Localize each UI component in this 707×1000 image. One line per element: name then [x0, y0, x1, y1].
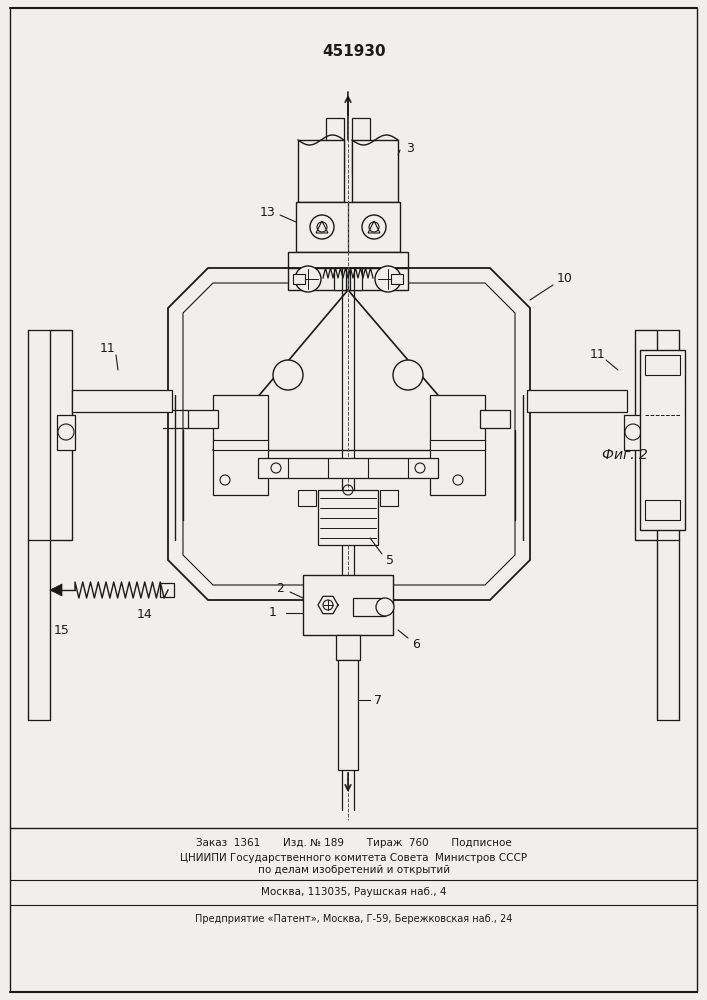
Bar: [293, 274, 305, 284]
Bar: [380, 490, 398, 506]
Circle shape: [273, 360, 303, 390]
Text: 451930: 451930: [322, 44, 386, 60]
Bar: [527, 390, 627, 412]
Circle shape: [220, 475, 230, 485]
Bar: [338, 660, 358, 770]
Circle shape: [453, 475, 463, 485]
Bar: [645, 355, 680, 375]
Circle shape: [271, 463, 281, 473]
Bar: [326, 118, 344, 173]
Circle shape: [362, 215, 386, 239]
Bar: [298, 490, 316, 506]
Text: 1: 1: [269, 606, 277, 619]
Bar: [350, 268, 362, 290]
Bar: [318, 490, 378, 545]
Bar: [213, 395, 268, 495]
Bar: [288, 252, 408, 268]
Bar: [288, 268, 408, 290]
Text: 3: 3: [406, 141, 414, 154]
Bar: [303, 575, 393, 635]
Circle shape: [625, 424, 641, 440]
Text: 13: 13: [260, 206, 276, 219]
Circle shape: [323, 600, 333, 610]
Text: 2: 2: [276, 582, 284, 594]
Bar: [50, 330, 72, 540]
Circle shape: [393, 360, 423, 390]
Circle shape: [369, 222, 379, 232]
Text: Москва, 113035, Раушская наб., 4: Москва, 113035, Раушская наб., 4: [262, 887, 447, 897]
Bar: [645, 500, 680, 520]
Text: 5: 5: [386, 554, 394, 566]
Text: по делам изобретений и открытий: по делам изобретений и открытий: [258, 865, 450, 875]
Bar: [296, 202, 400, 252]
Text: 15: 15: [54, 624, 70, 637]
Bar: [624, 415, 642, 450]
Bar: [258, 458, 438, 478]
Bar: [352, 140, 398, 202]
Circle shape: [310, 215, 334, 239]
Bar: [353, 598, 385, 616]
Text: Предприятие «Патент», Москва, Г-59, Бережковская наб., 24: Предприятие «Патент», Москва, Г-59, Бере…: [195, 914, 513, 924]
Circle shape: [375, 266, 401, 292]
Bar: [188, 410, 218, 428]
Bar: [298, 140, 344, 202]
Circle shape: [317, 222, 327, 232]
Bar: [430, 395, 485, 495]
Bar: [640, 350, 685, 530]
Bar: [352, 118, 370, 173]
Circle shape: [58, 424, 74, 440]
Polygon shape: [50, 584, 62, 596]
Text: 11: 11: [100, 342, 116, 355]
Bar: [635, 330, 657, 540]
Bar: [336, 635, 360, 660]
Bar: [391, 274, 403, 284]
Bar: [160, 583, 174, 597]
Text: 6: 6: [412, 639, 420, 652]
Text: Фиг. 2: Фиг. 2: [602, 448, 648, 462]
Bar: [213, 440, 268, 450]
Text: 11: 11: [590, 349, 606, 361]
Bar: [480, 410, 510, 428]
Text: 10: 10: [557, 271, 573, 284]
Circle shape: [376, 598, 394, 616]
Bar: [430, 440, 485, 450]
Bar: [334, 268, 346, 290]
Text: Заказ  1361       Изд. № 189       Тираж  760       Подписное: Заказ 1361 Изд. № 189 Тираж 760 Подписно…: [196, 838, 512, 848]
Text: 14: 14: [137, 608, 153, 621]
Text: 7: 7: [374, 694, 382, 706]
Text: ЦНИИПИ Государственного комитета Совета  Министров СССР: ЦНИИПИ Государственного комитета Совета …: [180, 853, 527, 863]
Bar: [57, 415, 75, 450]
Circle shape: [295, 266, 321, 292]
Circle shape: [415, 463, 425, 473]
Bar: [72, 390, 172, 412]
